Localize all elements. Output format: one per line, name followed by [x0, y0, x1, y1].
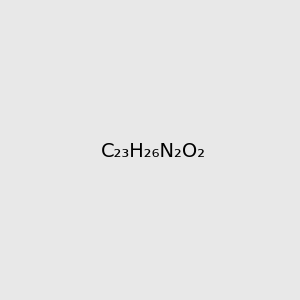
- Text: C₂₃H₂₆N₂O₂: C₂₃H₂₆N₂O₂: [101, 142, 206, 161]
